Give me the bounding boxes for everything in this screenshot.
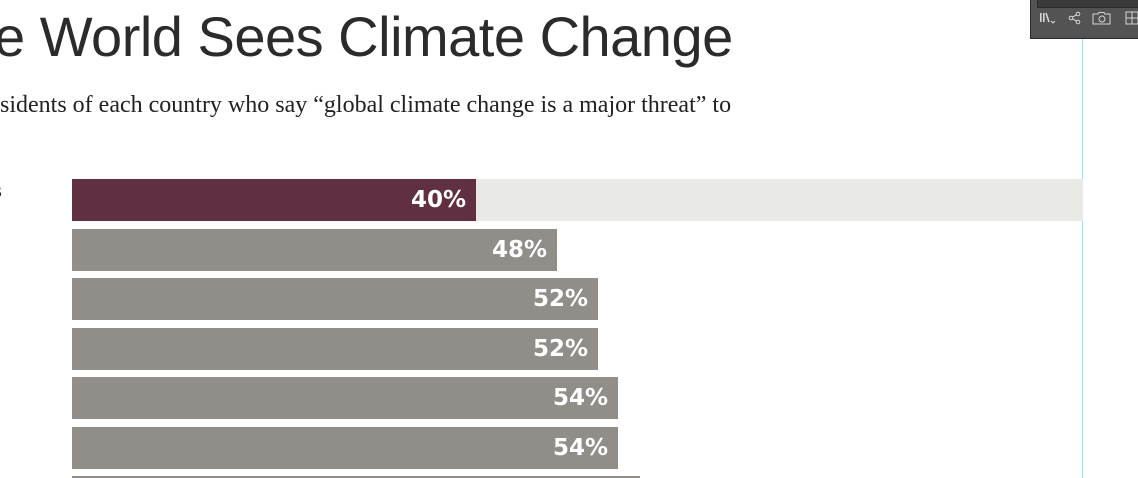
chart-title: e World Sees Climate Change [0,5,733,68]
bar-2: 48% [72,229,557,271]
camera-folder-icon[interactable] [1092,11,1112,27]
bar-value-label: 54% [552,385,608,411]
tool-panel [1030,0,1138,39]
library-icon[interactable] [1039,11,1057,27]
bar-value-label: 52% [532,286,588,312]
bar-value-label: 48% [491,237,547,263]
bar-3: 52% [72,278,598,320]
artboard-guide-line [1082,0,1083,478]
bar-5: 54% [72,377,618,419]
row-label-partial: s [0,180,2,203]
bar-track-background [72,179,1083,221]
grid-icon[interactable] [1125,11,1138,27]
share-icon[interactable] [1068,11,1082,27]
bar-value-label: 54% [552,435,608,461]
bar-6: 54% [72,427,618,469]
panel-header [1037,0,1138,8]
bar-4: 52% [72,328,598,370]
chart-subtitle: sidents of each country who say “global … [0,92,732,118]
bar-value-label: 52% [532,336,588,362]
